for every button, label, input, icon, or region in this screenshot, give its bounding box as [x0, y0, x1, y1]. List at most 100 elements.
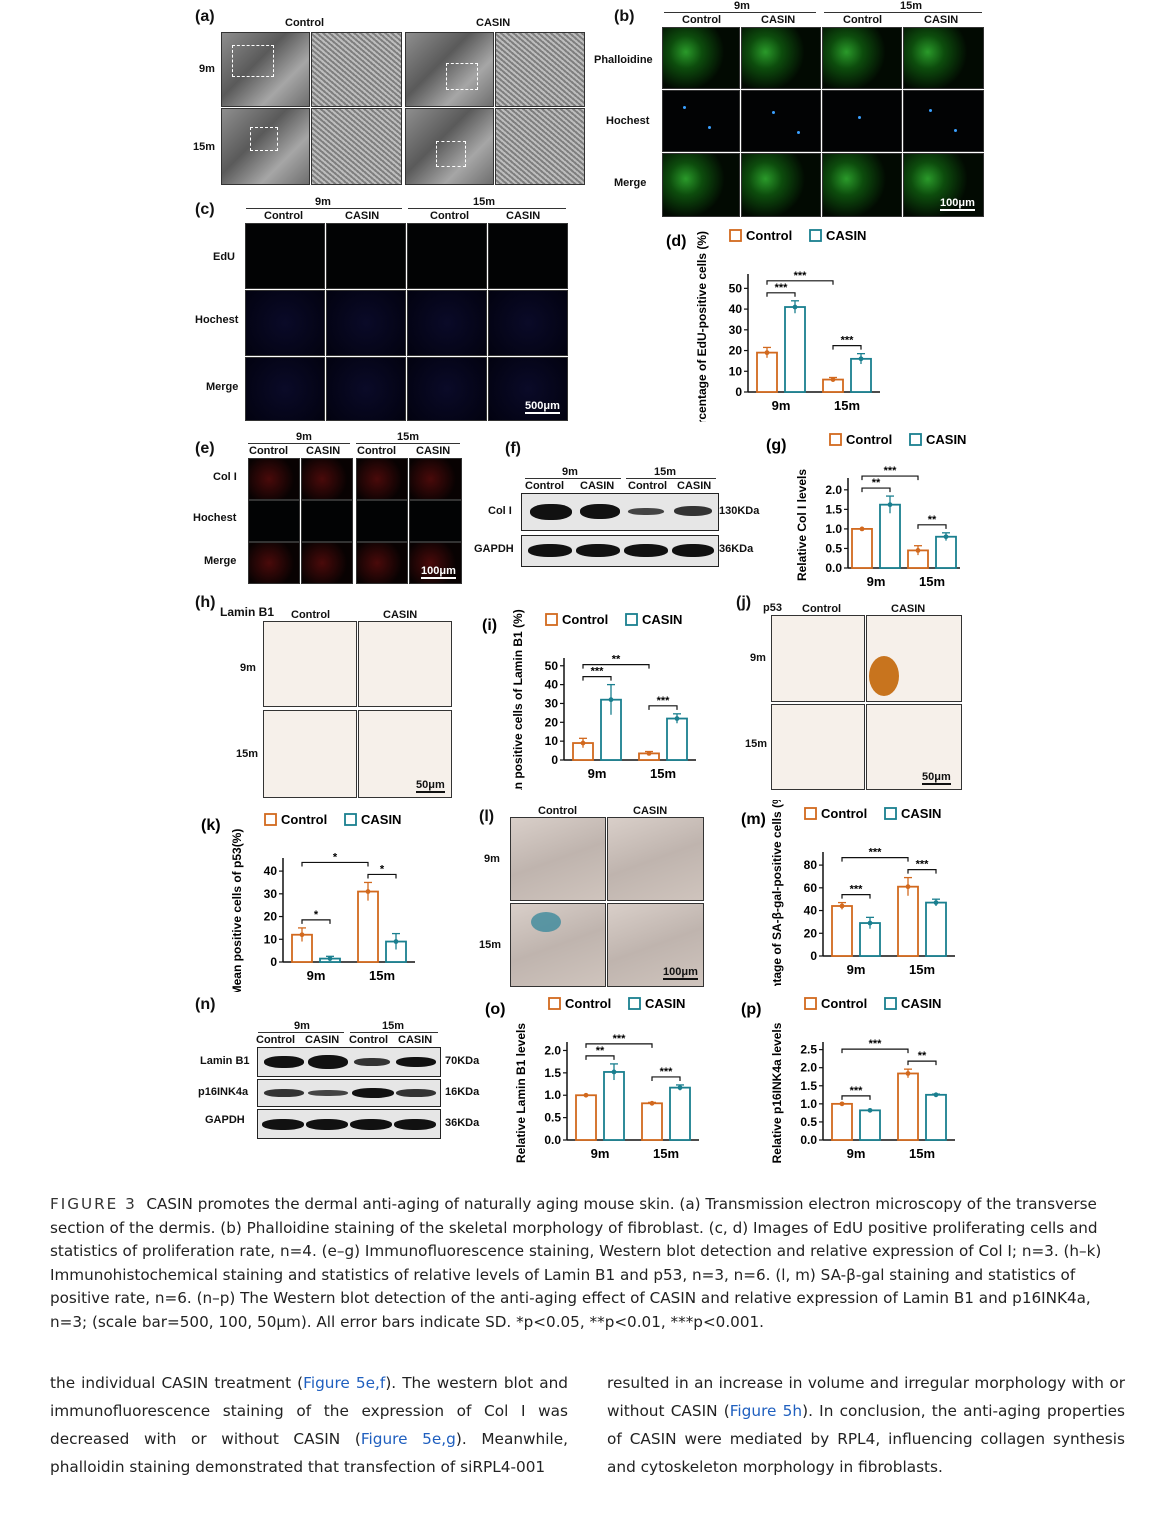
significance-bracket — [582, 676, 612, 681]
fluorescence-image — [903, 153, 984, 217]
y-tick-label: 40 — [804, 904, 818, 918]
panel-a-col-control: Control — [285, 17, 325, 29]
figure-link[interactable]: Figure 5e,f — [303, 1374, 386, 1392]
panel-a-letter: (a) — [195, 8, 215, 25]
panel-b-row: Phalloidine — [594, 54, 653, 66]
panel-n-size: 36KDa — [445, 1117, 480, 1129]
data-point — [792, 304, 798, 310]
y-tick-label: 2.0 — [825, 483, 842, 497]
legend-label-casin: CASIN — [642, 612, 682, 627]
data-point — [905, 1071, 911, 1076]
panel-c-col: Control — [430, 210, 470, 222]
divider — [248, 443, 350, 444]
significance-bracket — [585, 1055, 615, 1060]
fluorescence-image — [245, 290, 325, 356]
panel-h-marker: Lamin B1 — [220, 605, 275, 619]
panel-e-row: Hochest — [193, 512, 237, 524]
significance-bracket — [648, 705, 678, 710]
legend-label-casin: CASIN — [901, 996, 941, 1011]
panel-n-age-15m: 15m — [382, 1020, 405, 1032]
x-tick-label: 15m — [909, 1146, 935, 1161]
panel-b-col: Control — [843, 14, 883, 26]
fluorescence-image — [326, 357, 406, 421]
bar-control-9m — [575, 1094, 597, 1141]
panel-h-row: 9m — [240, 662, 256, 674]
fluorescence-image — [301, 500, 353, 542]
y-tick-label: 1.5 — [544, 1066, 561, 1080]
figure-link[interactable]: Figure 5h — [729, 1402, 803, 1420]
y-tick-label: 0.5 — [544, 1111, 561, 1125]
panel-e-col: Control — [249, 445, 289, 457]
bar-casin-15m — [925, 901, 947, 957]
significance-bracket — [917, 524, 947, 529]
y-tick-label: 0.5 — [800, 1115, 817, 1129]
fluorescence-image — [822, 90, 902, 152]
y-tick-label: 10 — [729, 364, 743, 378]
ihc-image — [771, 704, 865, 790]
x-tick-label: 15m — [919, 574, 945, 589]
legend-label-control: Control — [821, 996, 867, 1011]
y-tick-label: 30 — [264, 887, 278, 901]
panel-b-letter: (b) — [614, 8, 635, 25]
tem-image — [311, 108, 402, 185]
chart-letter: (o) — [485, 1001, 505, 1018]
y-tick-label: 1.5 — [825, 502, 842, 516]
data-point — [933, 1092, 939, 1098]
data-point — [674, 716, 680, 721]
data-point — [839, 903, 845, 909]
fluorescence-image — [248, 500, 300, 542]
data-point — [943, 534, 949, 540]
fluorescence-image — [822, 27, 902, 89]
fluorescence-image — [356, 500, 408, 542]
fluorescence-image — [245, 357, 325, 421]
data-point — [649, 1100, 655, 1106]
fluorescence-image — [326, 223, 406, 289]
significance-label: * — [380, 863, 385, 875]
legend-swatch-control — [264, 813, 277, 826]
fluorescence-image — [662, 90, 740, 152]
y-tick-label: 0 — [735, 385, 742, 399]
x-tick-label: 9m — [307, 968, 326, 983]
body-text: ). The western blot and immunofluorescen… — [50, 1374, 568, 1448]
bar-casin-15m — [935, 535, 957, 569]
figure-caption: FIGURE 3 CASIN promotes the dermal anti-… — [50, 1193, 1125, 1335]
panel-e-age-9m: 9m — [296, 431, 312, 443]
scale-bar: 50μm — [922, 771, 951, 785]
chart-d: (d) Control CASIN 0 10 20 30 40 50 Percentage of … — [666, 228, 880, 422]
fluorescence-image — [662, 153, 740, 217]
scale-bar: 100μm — [421, 565, 456, 579]
significance-bracket — [907, 1060, 937, 1066]
legend-swatch-casin — [884, 997, 897, 1010]
tem-image — [405, 108, 494, 185]
significance-label: *** — [591, 666, 605, 678]
x-tick-label: 9m — [591, 1146, 610, 1161]
panel-c-col: CASIN — [506, 210, 541, 222]
western-blot-p16 — [257, 1079, 441, 1107]
bar-casin-9m — [603, 1071, 625, 1141]
y-axis-label: Relative Col I levels — [795, 469, 809, 581]
panel-n-age-9m: 9m — [294, 1020, 310, 1032]
ihc-image — [771, 615, 865, 702]
y-tick-label: 30 — [729, 323, 743, 337]
panel-e-age-15m: 15m — [397, 431, 420, 443]
y-axis-label: Relative Lamin B1 levels — [514, 1023, 528, 1163]
divider — [525, 478, 621, 479]
significance-bracket — [841, 893, 871, 899]
panel-n-col: Control — [349, 1034, 389, 1046]
fluorescence-image — [488, 223, 568, 289]
y-tick-label: 0.0 — [825, 561, 842, 575]
significance-bracket — [585, 1043, 653, 1048]
significance-bracket — [367, 873, 397, 879]
y-tick-label: 0 — [810, 949, 817, 963]
tem-image — [405, 32, 494, 107]
body-column-right: resulted in an increase in volume and ir… — [607, 1369, 1125, 1481]
panel-l-col: CASIN — [633, 805, 668, 817]
fluorescence-image — [248, 458, 300, 500]
significance-label: ** — [918, 1050, 927, 1062]
x-tick-label: 15m — [650, 766, 676, 781]
fluorescence-image — [245, 223, 325, 289]
body-text: resulted in an increase in volume and ir… — [607, 1374, 1125, 1420]
panel-e-col: CASIN — [306, 445, 341, 457]
panel-b-age-15m: 15m — [900, 0, 923, 12]
figure-link[interactable]: Figure 5e,g — [360, 1430, 456, 1448]
